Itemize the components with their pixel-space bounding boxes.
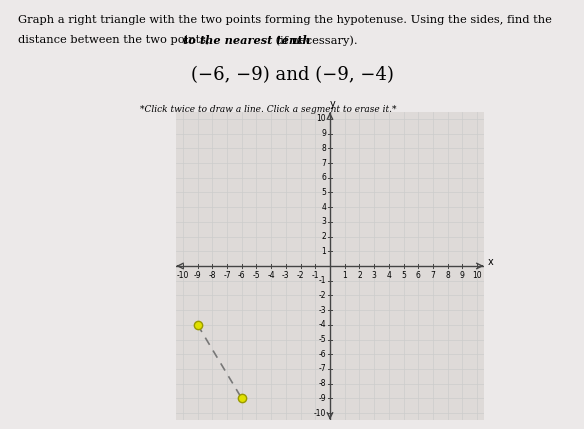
Text: -3: -3	[319, 305, 326, 314]
Text: distance between the two points,: distance between the two points,	[18, 35, 213, 45]
Text: 9: 9	[321, 129, 326, 138]
Text: -7: -7	[319, 365, 326, 373]
Text: 3: 3	[371, 271, 377, 280]
Text: -4: -4	[267, 271, 275, 280]
Text: 2: 2	[322, 232, 326, 241]
Text: 5: 5	[321, 188, 326, 197]
Text: 2: 2	[357, 271, 361, 280]
Text: -6: -6	[238, 271, 245, 280]
Text: 6: 6	[321, 173, 326, 182]
Text: -9: -9	[194, 271, 201, 280]
Text: 1: 1	[322, 247, 326, 256]
Text: -2: -2	[297, 271, 304, 280]
Text: -2: -2	[319, 291, 326, 300]
Text: 7: 7	[321, 159, 326, 167]
Text: -7: -7	[223, 271, 231, 280]
Text: 10: 10	[472, 271, 482, 280]
Text: (−6, −9) and (−9, −4): (−6, −9) and (−9, −4)	[190, 66, 394, 85]
Text: 8: 8	[322, 144, 326, 153]
Text: -1: -1	[311, 271, 319, 280]
Text: 4: 4	[387, 271, 391, 280]
Text: -8: -8	[319, 379, 326, 388]
Text: -4: -4	[319, 320, 326, 329]
Text: -1: -1	[319, 276, 326, 285]
Text: -5: -5	[253, 271, 260, 280]
Text: -9: -9	[319, 394, 326, 403]
Text: -10: -10	[177, 271, 189, 280]
Text: -10: -10	[314, 408, 326, 417]
Text: -8: -8	[208, 271, 216, 280]
Text: *Click twice to draw a line. Click a segment to erase it.*: *Click twice to draw a line. Click a seg…	[140, 105, 397, 114]
Text: 9: 9	[460, 271, 465, 280]
Text: -6: -6	[319, 350, 326, 359]
Text: 10: 10	[317, 115, 326, 124]
Text: -5: -5	[319, 335, 326, 344]
Text: -3: -3	[282, 271, 290, 280]
Text: 4: 4	[321, 202, 326, 211]
Text: 3: 3	[321, 218, 326, 227]
Text: 8: 8	[445, 271, 450, 280]
Text: 6: 6	[416, 271, 420, 280]
Text: y: y	[330, 100, 335, 109]
Text: 7: 7	[430, 271, 435, 280]
Text: 5: 5	[401, 271, 406, 280]
Text: x: x	[487, 257, 493, 267]
Text: (if necessary).: (if necessary).	[272, 35, 357, 46]
Text: Graph a right triangle with the two points forming the hypotenuse. Using the sid: Graph a right triangle with the two poin…	[18, 15, 551, 25]
Text: 1: 1	[342, 271, 347, 280]
Text: to the nearest tenth: to the nearest tenth	[183, 35, 311, 46]
